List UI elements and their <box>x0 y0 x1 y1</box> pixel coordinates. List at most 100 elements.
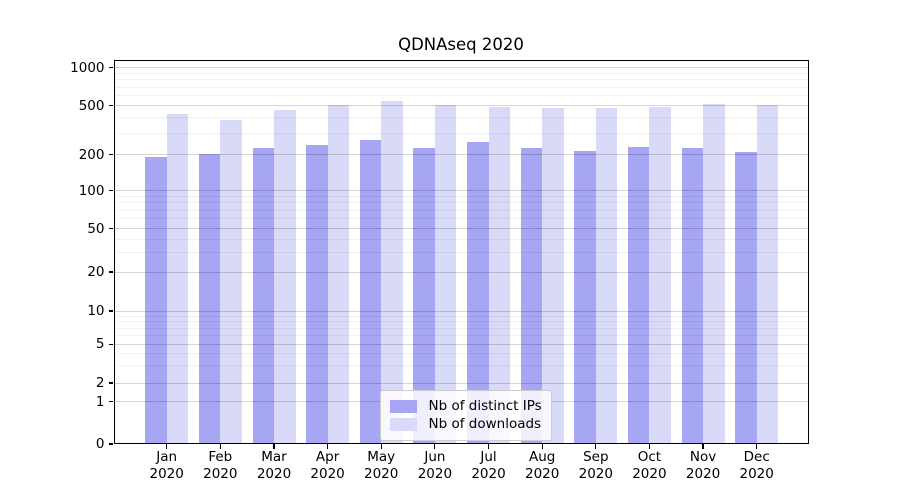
gridline-minor <box>113 238 809 240</box>
x-tick-label: Oct 2020 <box>621 449 677 482</box>
y-tick-mark <box>108 228 113 230</box>
legend-label: Nb of distinct IPs <box>428 398 542 414</box>
bars-layer <box>114 60 810 444</box>
gridline-minor <box>113 79 809 81</box>
grid-layer <box>113 60 809 444</box>
gridline-minor <box>113 365 809 367</box>
x-tick-label-year: 2020 <box>471 465 506 482</box>
gridline-major <box>113 154 809 156</box>
bar-distinct-ips <box>735 152 757 444</box>
y-tick-label: 1000 <box>70 59 105 76</box>
y-tick-mark <box>108 190 113 192</box>
x-tick-mark <box>380 444 382 449</box>
y-tick-mark <box>108 443 113 445</box>
x-tick-mark <box>487 444 490 449</box>
y-tick-label: 500 <box>78 97 105 114</box>
x-tick-label: Sep 2020 <box>568 449 624 482</box>
x-tick-mark <box>648 444 651 449</box>
x-tick-label-month: May <box>367 449 396 465</box>
x-tick-label: Jan 2020 <box>139 449 195 482</box>
x-tick-label-year: 2020 <box>739 465 774 482</box>
x-tick-label-year: 2020 <box>310 465 345 482</box>
legend-label: Nb of downloads <box>428 416 542 432</box>
y-tick-label: 50 <box>87 220 105 237</box>
gridline-minor <box>113 209 809 211</box>
gridline-major <box>113 105 809 107</box>
x-tick-mark <box>166 444 168 449</box>
gridline-minor <box>113 315 809 317</box>
gridline-major <box>113 310 809 312</box>
x-tick-label-month: Mar <box>261 449 287 465</box>
x-tick-label-month: Jan <box>156 449 178 465</box>
x-tick-label-year: 2020 <box>578 465 613 482</box>
x-tick-label-year: 2020 <box>364 465 399 482</box>
gridline-minor <box>113 202 809 204</box>
x-tick-label: Nov 2020 <box>675 449 731 482</box>
x-tick-label: Mar 2020 <box>246 449 302 482</box>
gridline-minor <box>113 252 809 254</box>
y-tick-label: 1 <box>95 393 105 410</box>
bar-distinct-ips <box>306 145 328 444</box>
x-tick-label-month: Nov <box>689 449 717 465</box>
legend-swatch <box>389 417 417 431</box>
y-tick-mark <box>108 154 113 156</box>
gridline-minor <box>113 86 809 88</box>
gridline-major <box>113 67 809 69</box>
gridline-major <box>113 271 809 273</box>
y-tick-label: 0 <box>95 436 105 452</box>
gridline-major <box>113 343 809 345</box>
bar-distinct-ips <box>145 156 167 444</box>
x-tick-label-year: 2020 <box>256 465 292 482</box>
x-tick-label-month: Jun <box>424 449 446 465</box>
bar-downloads <box>220 120 242 444</box>
legend-item: Nb of downloads <box>389 416 542 432</box>
bar-downloads <box>649 107 671 444</box>
y-tick-mark <box>108 310 113 312</box>
x-tick-mark <box>273 444 275 449</box>
y-tick-label: 10 <box>87 303 105 319</box>
gridline-minor <box>113 327 809 329</box>
x-tick-mark <box>434 444 436 449</box>
x-tick-label: May 2020 <box>353 449 409 482</box>
gridline-minor <box>113 335 809 336</box>
x-tick-label: Jun 2020 <box>407 449 463 482</box>
gridline-minor <box>113 321 809 323</box>
y-tick-mark <box>108 271 113 273</box>
y-tick-label: 20 <box>87 264 105 280</box>
bar-distinct-ips <box>252 147 274 444</box>
x-tick-mark <box>702 444 704 449</box>
y-tick-label: 200 <box>78 146 105 163</box>
y-tick-mark <box>108 382 113 384</box>
x-tick-label: Apr 2020 <box>300 449 356 482</box>
y-tick-label: 5 <box>95 336 105 353</box>
x-tick-label-month: Sep <box>583 449 609 465</box>
bar-distinct-ips <box>359 140 382 444</box>
bar-distinct-ips <box>198 154 221 444</box>
bar-downloads <box>756 104 779 444</box>
gridline-minor <box>113 132 809 134</box>
x-tick-mark <box>219 444 221 449</box>
bar-distinct-ips <box>627 146 650 444</box>
x-tick-label-month: Jul <box>480 449 497 465</box>
y-tick-mark <box>108 67 113 69</box>
x-tick-label: Feb 2020 <box>192 449 248 482</box>
bar-downloads <box>595 107 618 444</box>
gridline-minor <box>113 218 809 220</box>
bar-downloads <box>274 110 296 444</box>
bar-distinct-ips <box>574 151 596 444</box>
plot-frame <box>113 60 809 444</box>
gridline-minor <box>113 353 809 355</box>
gridline-major <box>113 190 809 192</box>
gridline-major <box>113 382 809 384</box>
gridline-minor <box>113 117 809 119</box>
bar-downloads <box>703 103 725 444</box>
x-tick-label-month: Dec <box>743 449 770 465</box>
x-tick-label: Aug 2020 <box>514 449 570 482</box>
gridline-major <box>113 228 809 230</box>
legend-swatch <box>389 399 417 413</box>
y-tick-mark <box>108 343 113 345</box>
x-tick-label-month: Aug <box>529 449 556 465</box>
y-tick-mark <box>108 105 113 107</box>
gridline-minor <box>113 95 809 97</box>
chart-title: QDNAseq 2020 <box>398 35 524 54</box>
